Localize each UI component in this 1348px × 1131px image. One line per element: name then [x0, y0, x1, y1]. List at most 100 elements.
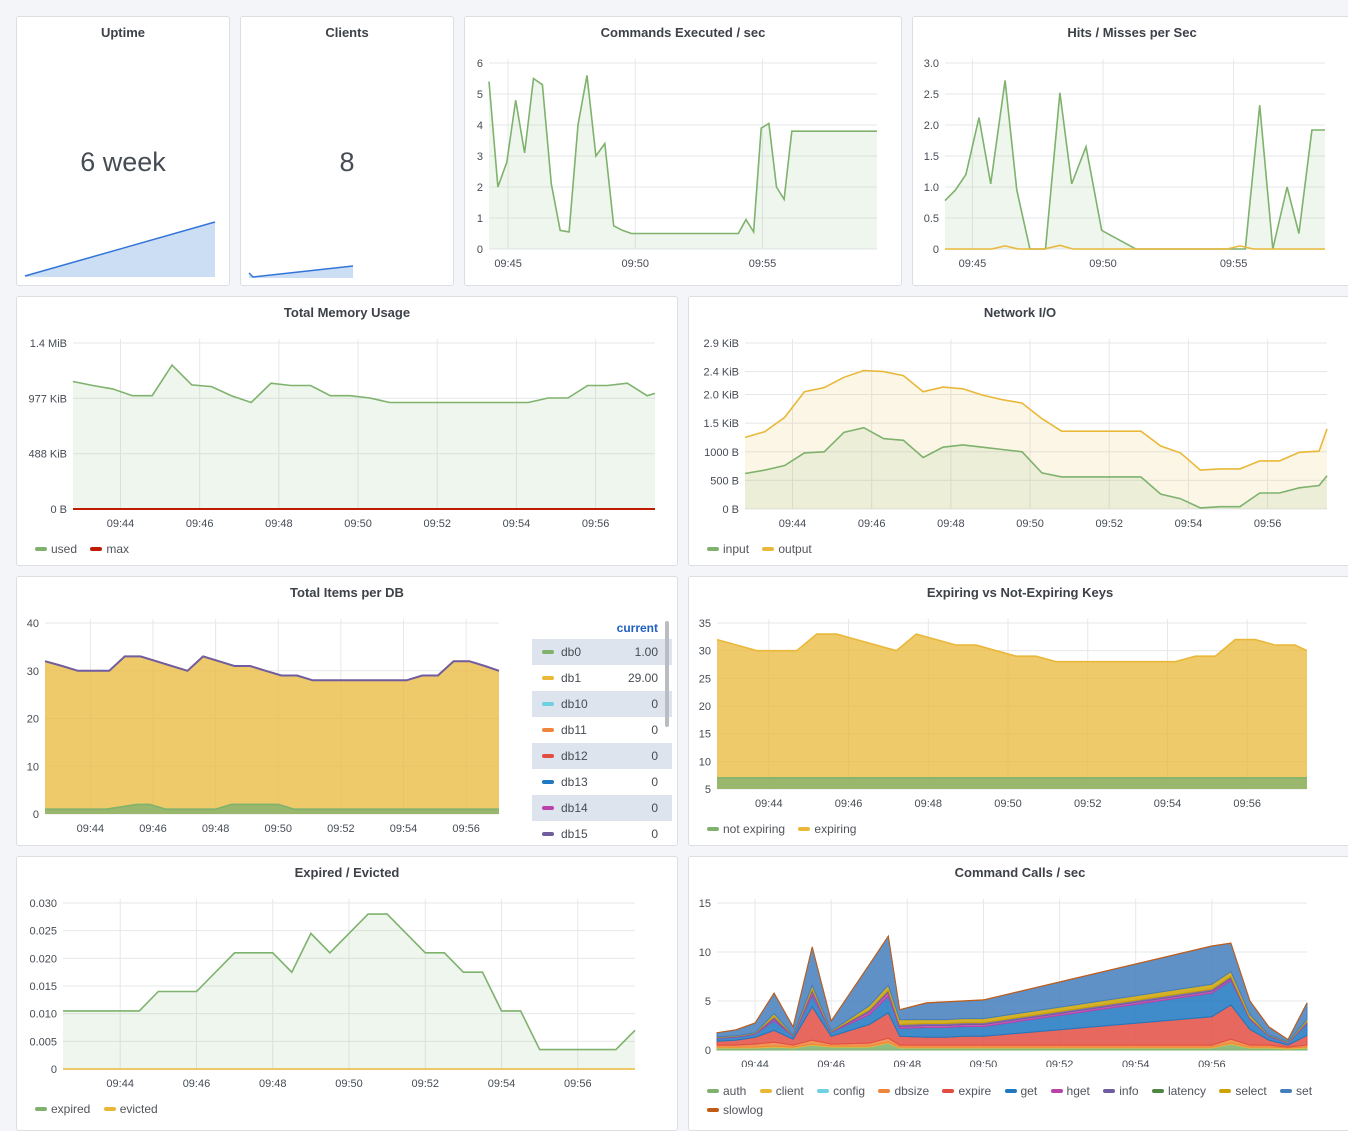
legend-swatch-info [1103, 1088, 1116, 1093]
legend-label-not-expiring: not expiring [723, 822, 786, 836]
x-tick-label: 09:44 [77, 823, 105, 835]
y-tick-label: 0.015 [29, 981, 57, 993]
x-tick-label: 09:44 [779, 518, 807, 527]
expiring-chart[interactable]: 5 10 15 20 25 30 35 09:44 09:46 09:48 09:50 09:52 09… [689, 577, 1348, 807]
db-swatch [542, 831, 554, 836]
db-current-value: 29.00 [627, 671, 658, 685]
legend-item-dbsize[interactable]: dbsize [878, 1082, 929, 1101]
y-tick-label: 3 [477, 151, 483, 163]
y-tick-label: 2.5 [924, 89, 939, 101]
x-tick-label: 09:50 [1089, 258, 1117, 270]
legend-item-max[interactable]: max [90, 542, 129, 556]
legend-item-output[interactable]: output [762, 542, 812, 556]
x-tick-label: 09:54 [1175, 518, 1203, 527]
uptime-sparkline [24, 221, 216, 277]
db-row-db14[interactable]: db14 0 [532, 795, 672, 821]
network-title[interactable]: Network I/O [983, 305, 1057, 320]
legend-swatch-set [1280, 1088, 1293, 1093]
legend-item-evicted[interactable]: evicted [103, 1102, 158, 1116]
y-tick-label: 2.0 [924, 120, 939, 132]
x-tick-label: 09:48 [202, 823, 230, 835]
y-tick-label: 10 [27, 761, 39, 773]
legend-swatch-slowlog [707, 1107, 719, 1112]
legend-swatch-max [90, 546, 103, 551]
legend-swatch-expired [35, 1106, 47, 1111]
legend-label-expire: expire [958, 1084, 992, 1098]
calls-title[interactable]: Command Calls / sec [954, 865, 1086, 880]
x-tick-label: 09:48 [265, 518, 293, 527]
legend-swatch-output [762, 546, 775, 551]
memory-title[interactable]: Total Memory Usage [283, 305, 411, 320]
series-line-input [744, 426, 1328, 509]
x-tick-label: 09:56 [564, 1078, 592, 1090]
legend-item-select[interactable]: select [1219, 1082, 1267, 1101]
series-line-hits [944, 80, 1325, 250]
legend-swatch-evicted [103, 1106, 116, 1111]
legend-item-expired[interactable]: expired [35, 1102, 90, 1116]
y-tick-label: 0.020 [29, 953, 57, 965]
legend-item-latency[interactable]: latency [1151, 1082, 1206, 1101]
legend-item-info[interactable]: info [1103, 1082, 1139, 1101]
legend-item-hget[interactable]: hget [1050, 1082, 1090, 1101]
db-table-header[interactable]: current [616, 621, 658, 635]
hits-title[interactable]: Hits / Misses per Sec [1067, 25, 1197, 40]
db-row-db13[interactable]: db13 0 [532, 769, 672, 795]
calls-chart[interactable]: 0 5 10 15 09:44 09:46 09:48 09:50 09:52 09:54 09:5… [689, 857, 1348, 1067]
area-used [73, 365, 655, 509]
series-line-output [744, 369, 1328, 471]
legend-item-expiring[interactable]: expiring [798, 822, 856, 836]
db-row-db1[interactable]: db1 29.00 [532, 665, 672, 691]
legend-swatch-hget [1050, 1088, 1063, 1093]
x-tick-label: 09:56 [452, 823, 480, 835]
legend-item-input[interactable]: input [707, 542, 749, 556]
legend-label-hget: hget [1066, 1084, 1090, 1098]
y-tick-label: 1.5 [924, 151, 939, 163]
db-row-db15[interactable]: db15 0 [532, 821, 672, 845]
commands-title[interactable]: Commands Executed / sec [600, 25, 766, 40]
y-tick-label: 15 [699, 898, 711, 910]
legend-swatch-config [817, 1088, 830, 1093]
x-tick-label: 09:48 [259, 1078, 287, 1090]
memory-chart[interactable]: 0 B 488 KiB 977 KiB 1.4 MiB 09:44 09:46 09:48 0… [17, 297, 678, 527]
legend-item-auth[interactable]: auth [707, 1082, 746, 1101]
hits-chart[interactable]: 0 0.5 1.0 1.5 2.0 2.5 3.0 09:45 09:50 09:55 [913, 17, 1348, 286]
legend-item-used[interactable]: used [35, 542, 77, 556]
y-tick-label: 1.0 [924, 182, 939, 194]
network-chart[interactable]: 0 B 500 B 1000 B 1.5 KiB 2.0 KiB 2.4 KiB 2.9 K… [689, 297, 1348, 527]
legend-item-expire[interactable]: expire [942, 1082, 991, 1101]
legend-label-client: client [775, 1084, 804, 1098]
y-tick-label: 0.030 [29, 898, 57, 910]
uptime-title[interactable]: Uptime [100, 25, 146, 40]
items-title[interactable]: Total Items per DB [290, 585, 404, 600]
clients-title[interactable]: Clients [325, 25, 369, 40]
db-row-db0[interactable]: db0 1.00 [532, 639, 672, 665]
db-table-scrollbar[interactable] [665, 621, 669, 727]
y-tick-label: 0 [933, 244, 939, 256]
legend-item-config[interactable]: config [817, 1082, 865, 1101]
legend-item-slowlog[interactable]: slowlog [707, 1101, 763, 1120]
db-row-db12[interactable]: db12 0 [532, 743, 672, 769]
commands-chart[interactable]: 0 1 2 3 4 5 6 09:45 09:50 09:55 [465, 17, 902, 286]
items-panel: Total Items per DB 0 10 20 30 40 09:44 09:46 09… [16, 576, 678, 846]
expired-chart[interactable]: 0 0.005 0.010 0.015 0.020 0.025 0.030 09:44 09:4… [17, 857, 678, 1092]
legend-item-not-expiring[interactable]: not expiring [707, 822, 785, 836]
expiring-legend: not expiring expiring [707, 822, 866, 836]
legend-label-expired: expired [51, 1102, 91, 1116]
db-row-db10[interactable]: db10 0 [532, 691, 672, 717]
x-tick-label: 09:50 [1016, 518, 1044, 527]
x-tick-label: 09:54 [390, 823, 418, 835]
clients-sparkline-line [248, 265, 354, 278]
legend-label-expiring: expiring [814, 822, 857, 836]
items-chart[interactable]: 0 10 20 30 40 09:44 09:46 09:48 09:50 09:52 09:54 0… [17, 577, 522, 846]
expired-title[interactable]: Expired / Evicted [294, 865, 400, 880]
db-current-value: 0 [651, 801, 658, 815]
legend-item-set[interactable]: set [1280, 1082, 1312, 1101]
legend-item-client[interactable]: client [759, 1082, 804, 1101]
db-row-db11[interactable]: db11 0 [532, 717, 672, 743]
legend-item-get[interactable]: get [1004, 1082, 1037, 1101]
expiring-title[interactable]: Expiring vs Not-Expiring Keys [926, 585, 1114, 600]
clients-panel: Clients 8 [240, 16, 454, 286]
series-line-used [72, 363, 656, 404]
y-tick-label: 10 [699, 756, 711, 768]
y-tick-label: 2 [477, 182, 483, 194]
